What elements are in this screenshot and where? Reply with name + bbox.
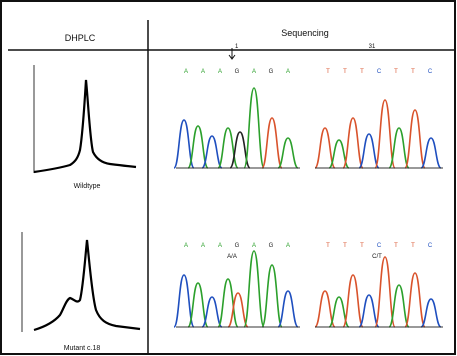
base-letter: T: [326, 69, 330, 75]
base-letter: A: [184, 69, 188, 75]
heteroduplex-label-right: C/T: [372, 254, 382, 260]
base-letter: A: [184, 243, 188, 249]
base-letter: T: [343, 69, 347, 75]
base-letter: G: [269, 69, 274, 75]
base-letter: T: [394, 69, 398, 75]
right-header: Sequencing: [281, 28, 329, 38]
base-letter: G: [269, 243, 274, 249]
base-letter: A: [252, 243, 256, 249]
base-letter: G: [235, 243, 240, 249]
base-letter: C: [377, 69, 382, 75]
base-letter: A: [201, 69, 205, 75]
base-letter: T: [411, 69, 415, 75]
top-caption: Wildtype: [74, 183, 101, 190]
heteroduplex-label-left: A/A: [227, 254, 237, 260]
base-letter: A: [286, 69, 290, 75]
base-letter: C: [428, 69, 433, 75]
base-letter: T: [411, 243, 415, 249]
base-letter: A: [286, 243, 290, 249]
left-header: DHPLC: [65, 33, 96, 43]
base-letter: T: [360, 243, 364, 249]
base-letter: A: [252, 69, 256, 75]
base-letter: C: [428, 243, 433, 249]
base-letter: T: [394, 243, 398, 249]
base-letter: T: [360, 69, 364, 75]
base-letter: C: [377, 243, 382, 249]
base-letter: A: [218, 243, 222, 249]
base-letter: A: [201, 243, 205, 249]
base-letter: T: [343, 243, 347, 249]
marker-number: 31: [369, 44, 376, 50]
base-letter: A: [218, 69, 222, 75]
base-letter: T: [326, 243, 330, 249]
bottom-caption: Mutant c.18: [64, 345, 101, 352]
base-letter: G: [235, 69, 240, 75]
